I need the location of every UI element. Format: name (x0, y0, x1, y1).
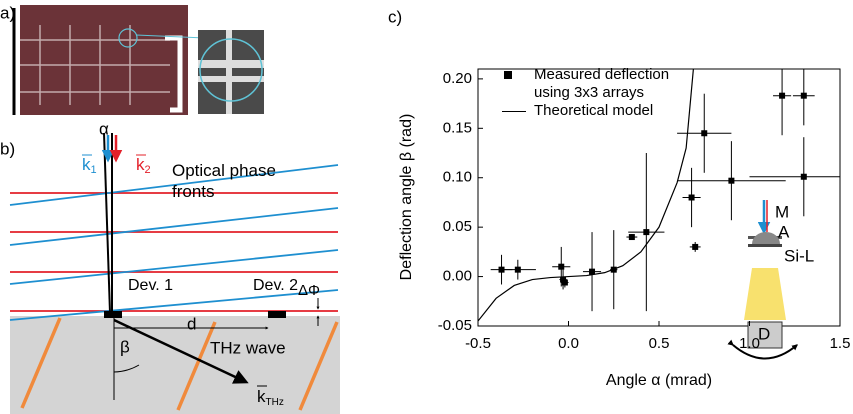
data-point (589, 268, 596, 275)
data-point (800, 92, 807, 99)
data-point (800, 173, 807, 180)
thz-label: THz wave (210, 338, 286, 357)
data-point (643, 229, 650, 236)
y-tick-label: 0.15 (443, 119, 472, 136)
data-point (728, 177, 735, 184)
data-point (561, 279, 568, 286)
y-tick-label: -0.05 (438, 317, 472, 334)
y-tick-label: 0.05 (443, 218, 472, 235)
kthz-label: kTHz (257, 387, 284, 407)
d-label: d (187, 314, 196, 333)
y-axis-label: Deflection angle β (rad) (398, 114, 415, 281)
data-point (514, 266, 521, 273)
x-tick-label: 1.0 (739, 335, 760, 352)
panel-label: a) (0, 3, 15, 22)
data-point (688, 194, 695, 201)
phase-diagram: α k1 k2 Dev. 1 Dev. 2 ΔΦ d β THz wave kT… (9, 119, 340, 414)
data-point (558, 263, 565, 270)
y-tick-label: 0.10 (443, 169, 472, 186)
data-point (779, 92, 786, 99)
x-tick-label: 0.0 (558, 335, 579, 352)
phase-fronts-label: Optical phase fronts (172, 161, 276, 201)
y-tick-label: 0.00 (443, 268, 472, 285)
legend-entry: Theoretical model (502, 102, 692, 120)
x-tick-label: -0.5 (465, 335, 491, 352)
beta-label: β (120, 337, 130, 356)
inset-label: M (775, 202, 789, 221)
setup-inset: M A Si-L D (727, 200, 814, 360)
data-point (692, 243, 699, 250)
alpha-label: α (99, 119, 109, 138)
model-curve (478, 69, 694, 322)
x-axis-label: Angle α (mrad) (606, 372, 712, 389)
panel-label: b) (0, 139, 15, 158)
dev1-label: Dev. 1 (128, 277, 173, 294)
legend-text: Measured deflection using 3x3 arrays (534, 66, 670, 101)
legend-entry: Measured deflection using 3x3 arrays (502, 66, 692, 102)
inset-label: Si-L (784, 246, 814, 265)
data-point (628, 234, 635, 241)
k2-label: k2 (136, 155, 151, 175)
delta-phi-label: ΔΦ (298, 282, 320, 299)
x-tick-label: 1.5 (830, 335, 851, 352)
y-tick-label: 0.20 (443, 70, 472, 87)
inset-label: D (758, 324, 770, 343)
data-point (701, 130, 708, 137)
panel-label: c) (388, 7, 402, 26)
legend-marker (504, 71, 512, 79)
k1-label: k1 (82, 155, 97, 175)
dev2-label: Dev. 2 (253, 277, 298, 294)
legend-text: Theoretical model (534, 102, 654, 119)
micrograph (12, 5, 264, 115)
legend-marker (502, 110, 526, 112)
legend: Measured deflection using 3x3 arrays The… (502, 66, 692, 120)
x-tick-label: 0.5 (649, 335, 670, 352)
inset-label: A (778, 222, 790, 241)
